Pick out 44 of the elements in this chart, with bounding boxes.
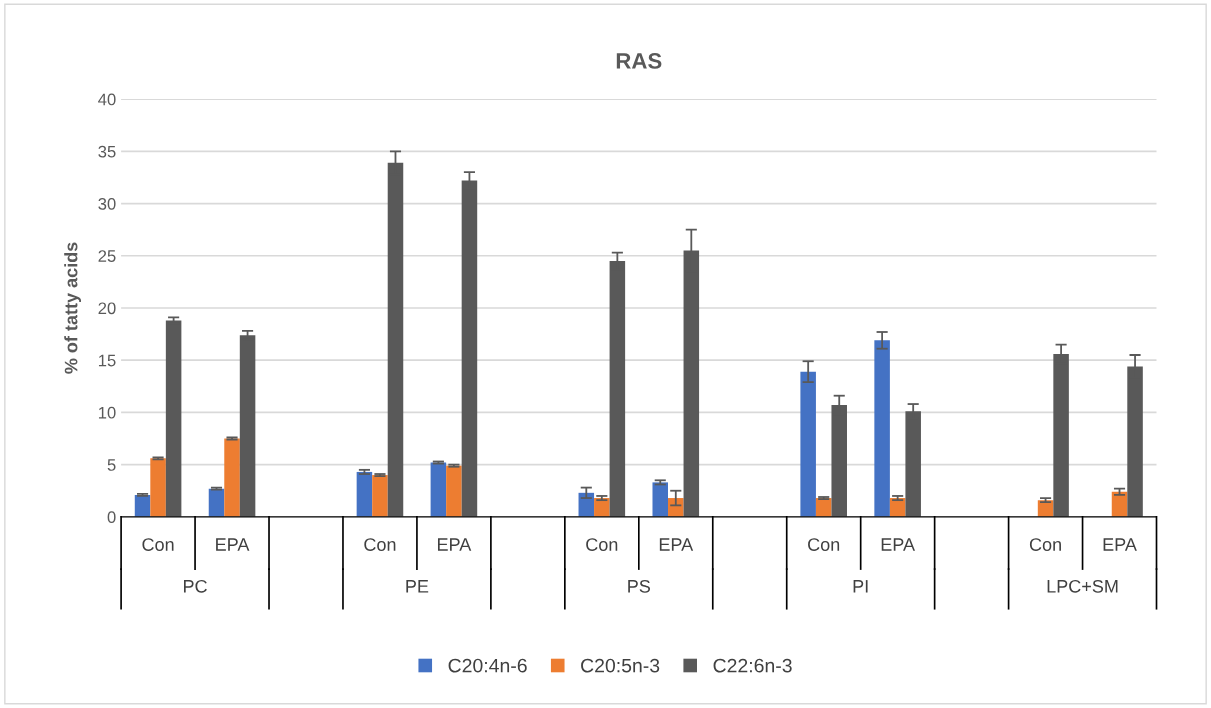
y-tick-label: 20 <box>98 302 116 315</box>
x-tick-label: Con <box>364 538 396 551</box>
y-tick-label: 30 <box>98 197 116 210</box>
bar <box>239 335 256 517</box>
x-tick-label: Con <box>586 538 618 551</box>
legend-label: C20:4n-6 <box>448 658 527 673</box>
bar <box>356 471 373 517</box>
bar <box>150 458 166 517</box>
y-tick-label: 40 <box>98 93 116 106</box>
bar <box>874 340 890 517</box>
y-tick-label: 0 <box>107 511 116 524</box>
x-tick-label: EPA <box>1103 538 1137 551</box>
x-tick-label: EPA <box>881 538 916 551</box>
bar <box>224 438 240 517</box>
bar <box>652 482 669 517</box>
bar <box>134 494 151 517</box>
bar <box>430 462 447 517</box>
x-tick-label: EPA <box>437 538 472 551</box>
y-tick-label: 25 <box>98 250 116 262</box>
bar <box>800 371 816 517</box>
bar <box>372 475 388 517</box>
x-tick-label: EPA <box>659 538 694 551</box>
text: PE <box>406 580 429 593</box>
x-tick-label: EPA <box>216 538 250 551</box>
legend-label: C20:5n-3 <box>581 658 660 673</box>
bar <box>208 488 225 517</box>
text: PS <box>628 579 651 593</box>
y-tick-label: 15 <box>98 354 116 367</box>
y-axis-title: % of tatty acids <box>64 242 82 374</box>
legend-label: C22:6n-3 <box>713 658 792 673</box>
x-tick-label: Con <box>142 538 174 551</box>
y-tick-label: 10 <box>98 406 116 419</box>
text: PI <box>853 580 868 593</box>
text: PC <box>184 579 207 593</box>
chart-title: RAS <box>616 53 662 69</box>
bar <box>165 320 182 517</box>
bar <box>594 498 610 517</box>
text: LPC+SM <box>1047 579 1118 593</box>
x-tick-label: Con <box>1029 538 1061 551</box>
bar <box>446 465 462 517</box>
x-tick-label: Con <box>808 538 840 551</box>
bar <box>1111 491 1128 517</box>
y-tick-label: 5 <box>107 459 116 471</box>
y-tick-label: 35 <box>98 145 116 158</box>
